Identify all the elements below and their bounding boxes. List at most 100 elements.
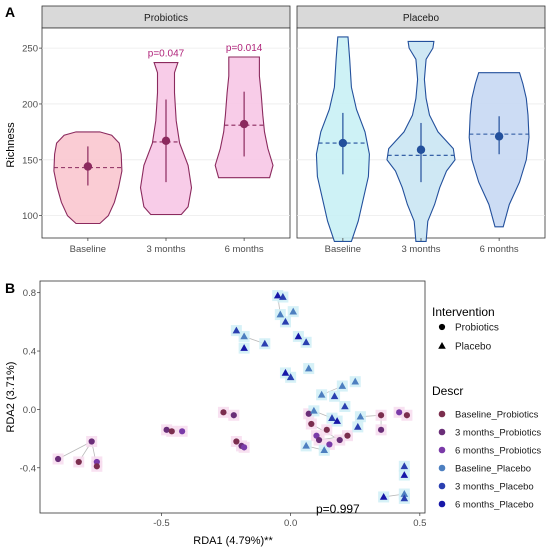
- point-triangle: [289, 307, 298, 315]
- p-value-annotation: p=0.014: [226, 43, 263, 54]
- facet-marks-probiotics: p=0.047 p=0.014: [53, 43, 274, 225]
- legend-key-descr: [438, 464, 446, 472]
- facet-marks-placebo: [315, 36, 530, 242]
- legend-label-descr: 6 months_Probiotics: [455, 446, 541, 457]
- point-circle: [308, 420, 315, 428]
- x-tick-label-a: 3 months: [146, 244, 185, 255]
- y-tick-label-b: 0.0: [23, 405, 36, 416]
- x-tick-label-a: 3 months: [401, 244, 440, 255]
- legend-key-triangle: [438, 342, 446, 349]
- point-circle: [230, 412, 237, 419]
- point-circle: [326, 441, 333, 448]
- x-tick-label-a: 6 months: [225, 244, 264, 255]
- point-circle: [75, 458, 82, 466]
- legend-key-descr: [438, 410, 446, 418]
- legend-key-descr: [438, 482, 446, 490]
- point-circle: [163, 426, 170, 433]
- legend-descr-items: Baseline_Probiotics 3 months_Probiotics 6 …: [438, 410, 541, 511]
- legend-label-descr: Baseline_Probiotics: [455, 410, 539, 421]
- x-tick-label-b: 0.0: [284, 518, 297, 529]
- mean-point: [494, 132, 504, 141]
- point-circle: [377, 426, 385, 433]
- facet-placebo: Placebo Baseline 3 months 6 months: [296, 5, 546, 255]
- x-tick-label-b: 0.5: [413, 518, 426, 529]
- legend-key-descr: [438, 446, 446, 454]
- legend-key-descr: [438, 428, 446, 436]
- mean-point: [239, 119, 249, 129]
- point-triangle: [338, 382, 347, 389]
- point-circle: [88, 438, 95, 445]
- point-circle: [315, 436, 323, 444]
- point-circle: [93, 458, 100, 466]
- point-triangle: [400, 490, 409, 497]
- legend-key-circle: [438, 323, 446, 331]
- point-circle: [241, 444, 248, 451]
- point-triangle: [310, 406, 318, 414]
- x-tick-label-a: Baseline: [70, 244, 106, 255]
- legend-label-intervention: Probiotics: [455, 323, 499, 334]
- point-triangle: [304, 364, 313, 372]
- legend-intervention-items: Probiotics Placebo: [438, 323, 499, 353]
- legend-title-intervention: Intervention: [432, 305, 495, 319]
- point-triangle: [320, 446, 329, 454]
- point-circle: [336, 436, 343, 444]
- point-triangle: [354, 422, 362, 430]
- panel-a-label: A: [5, 4, 15, 20]
- scatter-axes: -0.4 0.0 0.4 0.8 -0.5 0.0 0.5: [20, 288, 427, 529]
- y-tick-label-a: 150: [22, 155, 38, 166]
- scatter-panel: [39, 280, 426, 514]
- mean-point: [416, 145, 426, 154]
- scatter-points: [52, 290, 413, 504]
- y-axis-title-a: Richness: [5, 122, 17, 168]
- legend-label-descr: 6 months_Placebo: [455, 500, 534, 511]
- legend-label-descr: 3 months_Probiotics: [455, 428, 541, 439]
- scatter-p-value: p=0.997: [316, 502, 360, 516]
- point-circle: [179, 428, 186, 435]
- facet-title-probiotics: Probiotics: [144, 13, 188, 24]
- panel-b-label: B: [5, 280, 15, 296]
- point-triangle: [294, 332, 303, 340]
- p-value-annotation: p=0.047: [148, 49, 185, 60]
- y-tick-label-a: 250: [22, 44, 38, 55]
- x-tick-label-b: -0.5: [153, 518, 169, 529]
- point-circle: [168, 428, 175, 435]
- point-triangle: [260, 339, 269, 347]
- y-tick-label-a: 200: [22, 99, 38, 110]
- mean-point: [83, 162, 93, 171]
- y-axis-a: 100 150 200 250: [22, 44, 42, 222]
- y-tick-label-b: -0.4: [20, 463, 36, 474]
- mean-point: [338, 138, 348, 148]
- legend: Intervention Probiotics Placebo Descr Bas…: [432, 305, 541, 511]
- facet-probiotics: Probiotics p=0.047 p=0.014 Baseline 3 mont…: [41, 5, 291, 255]
- x-tick-label-a: 6 months: [480, 244, 519, 255]
- y-tick-label-b: 0.8: [23, 288, 36, 299]
- point-triangle: [240, 332, 248, 340]
- point-circle: [233, 438, 240, 445]
- point-triangle: [356, 412, 365, 420]
- point-triangle: [279, 293, 287, 300]
- point-triangle: [276, 310, 285, 318]
- point-triangle: [286, 373, 295, 381]
- y-tick-label-a: 100: [22, 211, 38, 222]
- point-circle: [396, 409, 403, 416]
- point-triangle: [232, 326, 241, 334]
- point-triangle: [351, 377, 360, 385]
- x-tick-label-a: Baseline: [325, 244, 361, 255]
- mean-point: [161, 136, 171, 146]
- segment-link: [57, 441, 92, 460]
- point-triangle: [330, 392, 339, 400]
- point-triangle: [328, 414, 336, 421]
- legend-title-descr: Descr: [432, 384, 463, 398]
- facet-title-placebo: Placebo: [403, 13, 440, 24]
- point-triangle: [273, 291, 282, 299]
- y-tick-label-b: 0.4: [23, 347, 36, 358]
- point-triangle: [302, 338, 310, 346]
- point-circle: [323, 426, 330, 433]
- rda-scatter-chart: -0.4 0.0 0.4 0.8 -0.5 0.0 0.5 p=0.997 RDA1 (4.…: [5, 280, 541, 547]
- facet-xticks-placebo: Baseline 3 months 6 months: [325, 238, 519, 255]
- violin-chart: Richness 100 150 200 250 Probiotics p=0.047…: [5, 5, 546, 255]
- point-triangle: [302, 441, 310, 449]
- point-circle: [220, 409, 227, 416]
- point-circle: [403, 412, 411, 419]
